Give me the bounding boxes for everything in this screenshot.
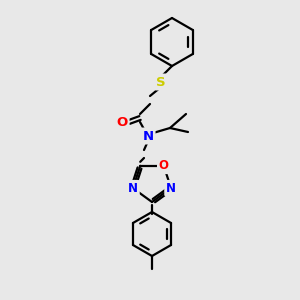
Text: N: N (166, 182, 176, 195)
Text: O: O (159, 159, 169, 172)
Text: N: N (128, 182, 138, 195)
Text: O: O (116, 116, 128, 128)
Text: S: S (156, 76, 166, 88)
Text: N: N (142, 130, 154, 142)
